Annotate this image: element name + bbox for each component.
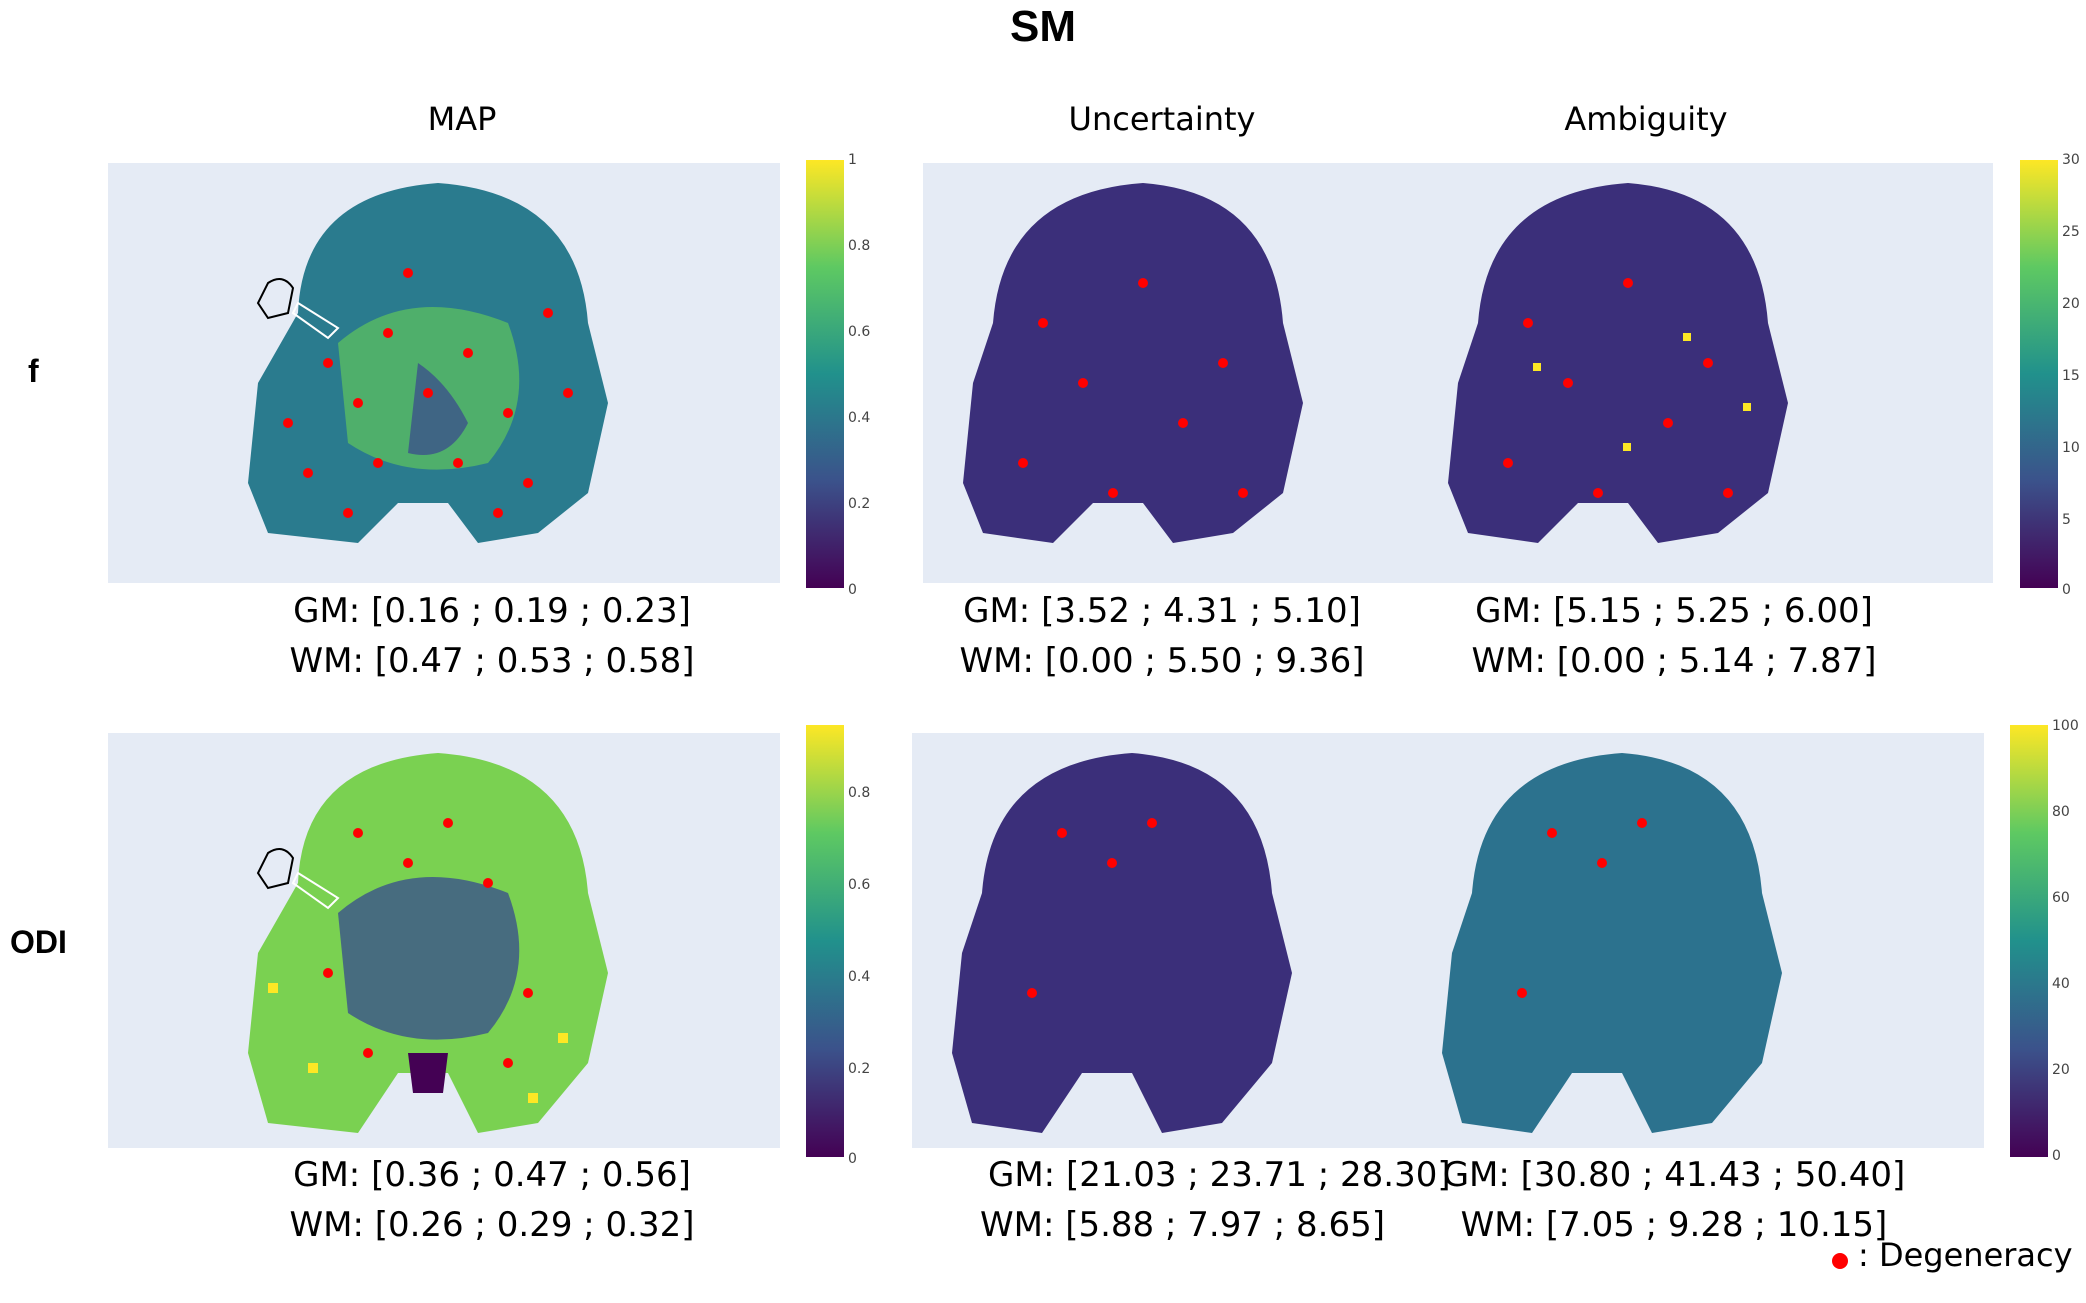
column-title-ambiguity: Ambiguity bbox=[1564, 100, 1728, 138]
f-uncertainty-ambiguity-colorbar bbox=[2020, 160, 2058, 588]
row-label-odi: ODI bbox=[10, 924, 67, 960]
f-uncertainty-gm-stat: GM: [3.52 ; 4.31 ; 5.10] bbox=[963, 591, 1361, 631]
f-ua-tick-0: 0 bbox=[2062, 582, 2071, 598]
odi-uncertainty-ambiguity-brain-images bbox=[952, 753, 1782, 1133]
f-ua-tick-25: 25 bbox=[2062, 224, 2080, 240]
odi-ua-tick-60: 60 bbox=[2052, 890, 2070, 906]
odi-map-colorbar bbox=[806, 725, 844, 1157]
odi-ambiguity-wm-stat: WM: [7.05 ; 9.28 ; 10.15] bbox=[1460, 1205, 1888, 1245]
odi-uncertainty-ambiguity-panel bbox=[912, 733, 1984, 1148]
f-map-tick-1: 1 bbox=[848, 152, 857, 168]
odi-ua-tick-100: 100 bbox=[2052, 718, 2079, 734]
degeneracy-marker-icon bbox=[1832, 1253, 1848, 1269]
f-ambiguity-gm-stat: GM: [5.15 ; 5.25 ; 6.00] bbox=[1475, 591, 1873, 631]
f-ua-tick-5: 5 bbox=[2062, 512, 2071, 528]
f-map-tick-0.8: 0.8 bbox=[848, 238, 871, 254]
odi-map-tick-0.2: 0.2 bbox=[848, 1061, 871, 1077]
odi-map-panel bbox=[108, 733, 780, 1148]
f-map-tick-0.2: 0.2 bbox=[848, 496, 871, 512]
odi-uncertainty-wm-stat: WM: [5.88 ; 7.97 ; 8.65] bbox=[980, 1205, 1385, 1245]
f-map-tick-0: 0 bbox=[848, 582, 857, 598]
odi-map-brain-image bbox=[248, 753, 608, 1133]
odi-map-tick-0.4: 0.4 bbox=[848, 969, 871, 985]
f-map-gm-stat: GM: [0.16 ; 0.19 ; 0.23] bbox=[293, 591, 691, 631]
f-map-panel bbox=[108, 163, 780, 583]
f-map-colorbar-ticks: 1 0.8 0.6 0.4 0.2 0 bbox=[848, 152, 888, 598]
odi-ua-tick-20: 20 bbox=[2052, 1062, 2070, 1078]
f-ua-tick-15: 15 bbox=[2062, 368, 2080, 384]
odi-map-tick-0.6: 0.6 bbox=[848, 877, 871, 893]
column-title-map: MAP bbox=[427, 100, 497, 138]
odi-uncertainty-gm-stat: GM: [21.03 ; 23.71 ; 28.30] bbox=[988, 1155, 1451, 1195]
odi-uncertainty-ambiguity-colorbar bbox=[2010, 725, 2048, 1157]
f-map-tick-0.4: 0.4 bbox=[848, 410, 871, 426]
f-map-colorbar bbox=[806, 160, 844, 588]
column-title-uncertainty: Uncertainty bbox=[1068, 100, 1256, 138]
f-ua-tick-20: 20 bbox=[2062, 296, 2080, 312]
odi-ambiguity-gm-stat: GM: [30.80 ; 41.43 ; 50.40] bbox=[1442, 1155, 1906, 1195]
f-map-wm-stat: WM: [0.47 ; 0.53 ; 0.58] bbox=[289, 641, 695, 681]
odi-ua-tick-40: 40 bbox=[2052, 976, 2070, 992]
f-uncertainty-ambiguity-colorbar-ticks: 30 25 20 15 10 5 0 bbox=[2062, 152, 2084, 598]
f-map-tick-0.6: 0.6 bbox=[848, 324, 871, 340]
odi-ua-tick-0: 0 bbox=[2052, 1148, 2061, 1164]
f-ua-tick-10: 10 bbox=[2062, 440, 2080, 456]
odi-map-wm-stat: WM: [0.26 ; 0.29 ; 0.32] bbox=[289, 1205, 695, 1245]
f-ambiguity-wm-stat: WM: [0.00 ; 5.14 ; 7.87] bbox=[1471, 641, 1877, 681]
odi-ua-tick-80: 80 bbox=[2052, 804, 2070, 820]
odi-map-gm-stat: GM: [0.36 ; 0.47 ; 0.56] bbox=[293, 1155, 691, 1195]
odi-map-tick-0: 0 bbox=[848, 1151, 857, 1167]
f-map-brain-image bbox=[248, 183, 608, 543]
f-ua-tick-30: 30 bbox=[2062, 152, 2080, 168]
figure-title: SM bbox=[1010, 2, 1076, 51]
degeneracy-legend-label: : Degeneracy bbox=[1858, 1236, 2073, 1274]
f-uncertainty-ambiguity-panel bbox=[923, 163, 1993, 583]
odi-map-tick-0.8: 0.8 bbox=[848, 785, 871, 801]
f-uncertainty-wm-stat: WM: [0.00 ; 5.50 ; 9.36] bbox=[959, 641, 1365, 681]
f-uncertainty-ambiguity-brain-images bbox=[963, 183, 1788, 543]
odi-map-colorbar-ticks: 0.8 0.6 0.4 0.2 0 bbox=[848, 785, 888, 1167]
row-label-f: f bbox=[28, 353, 39, 389]
odi-uncertainty-ambiguity-colorbar-ticks: 100 80 60 40 20 0 bbox=[2052, 718, 2084, 1164]
